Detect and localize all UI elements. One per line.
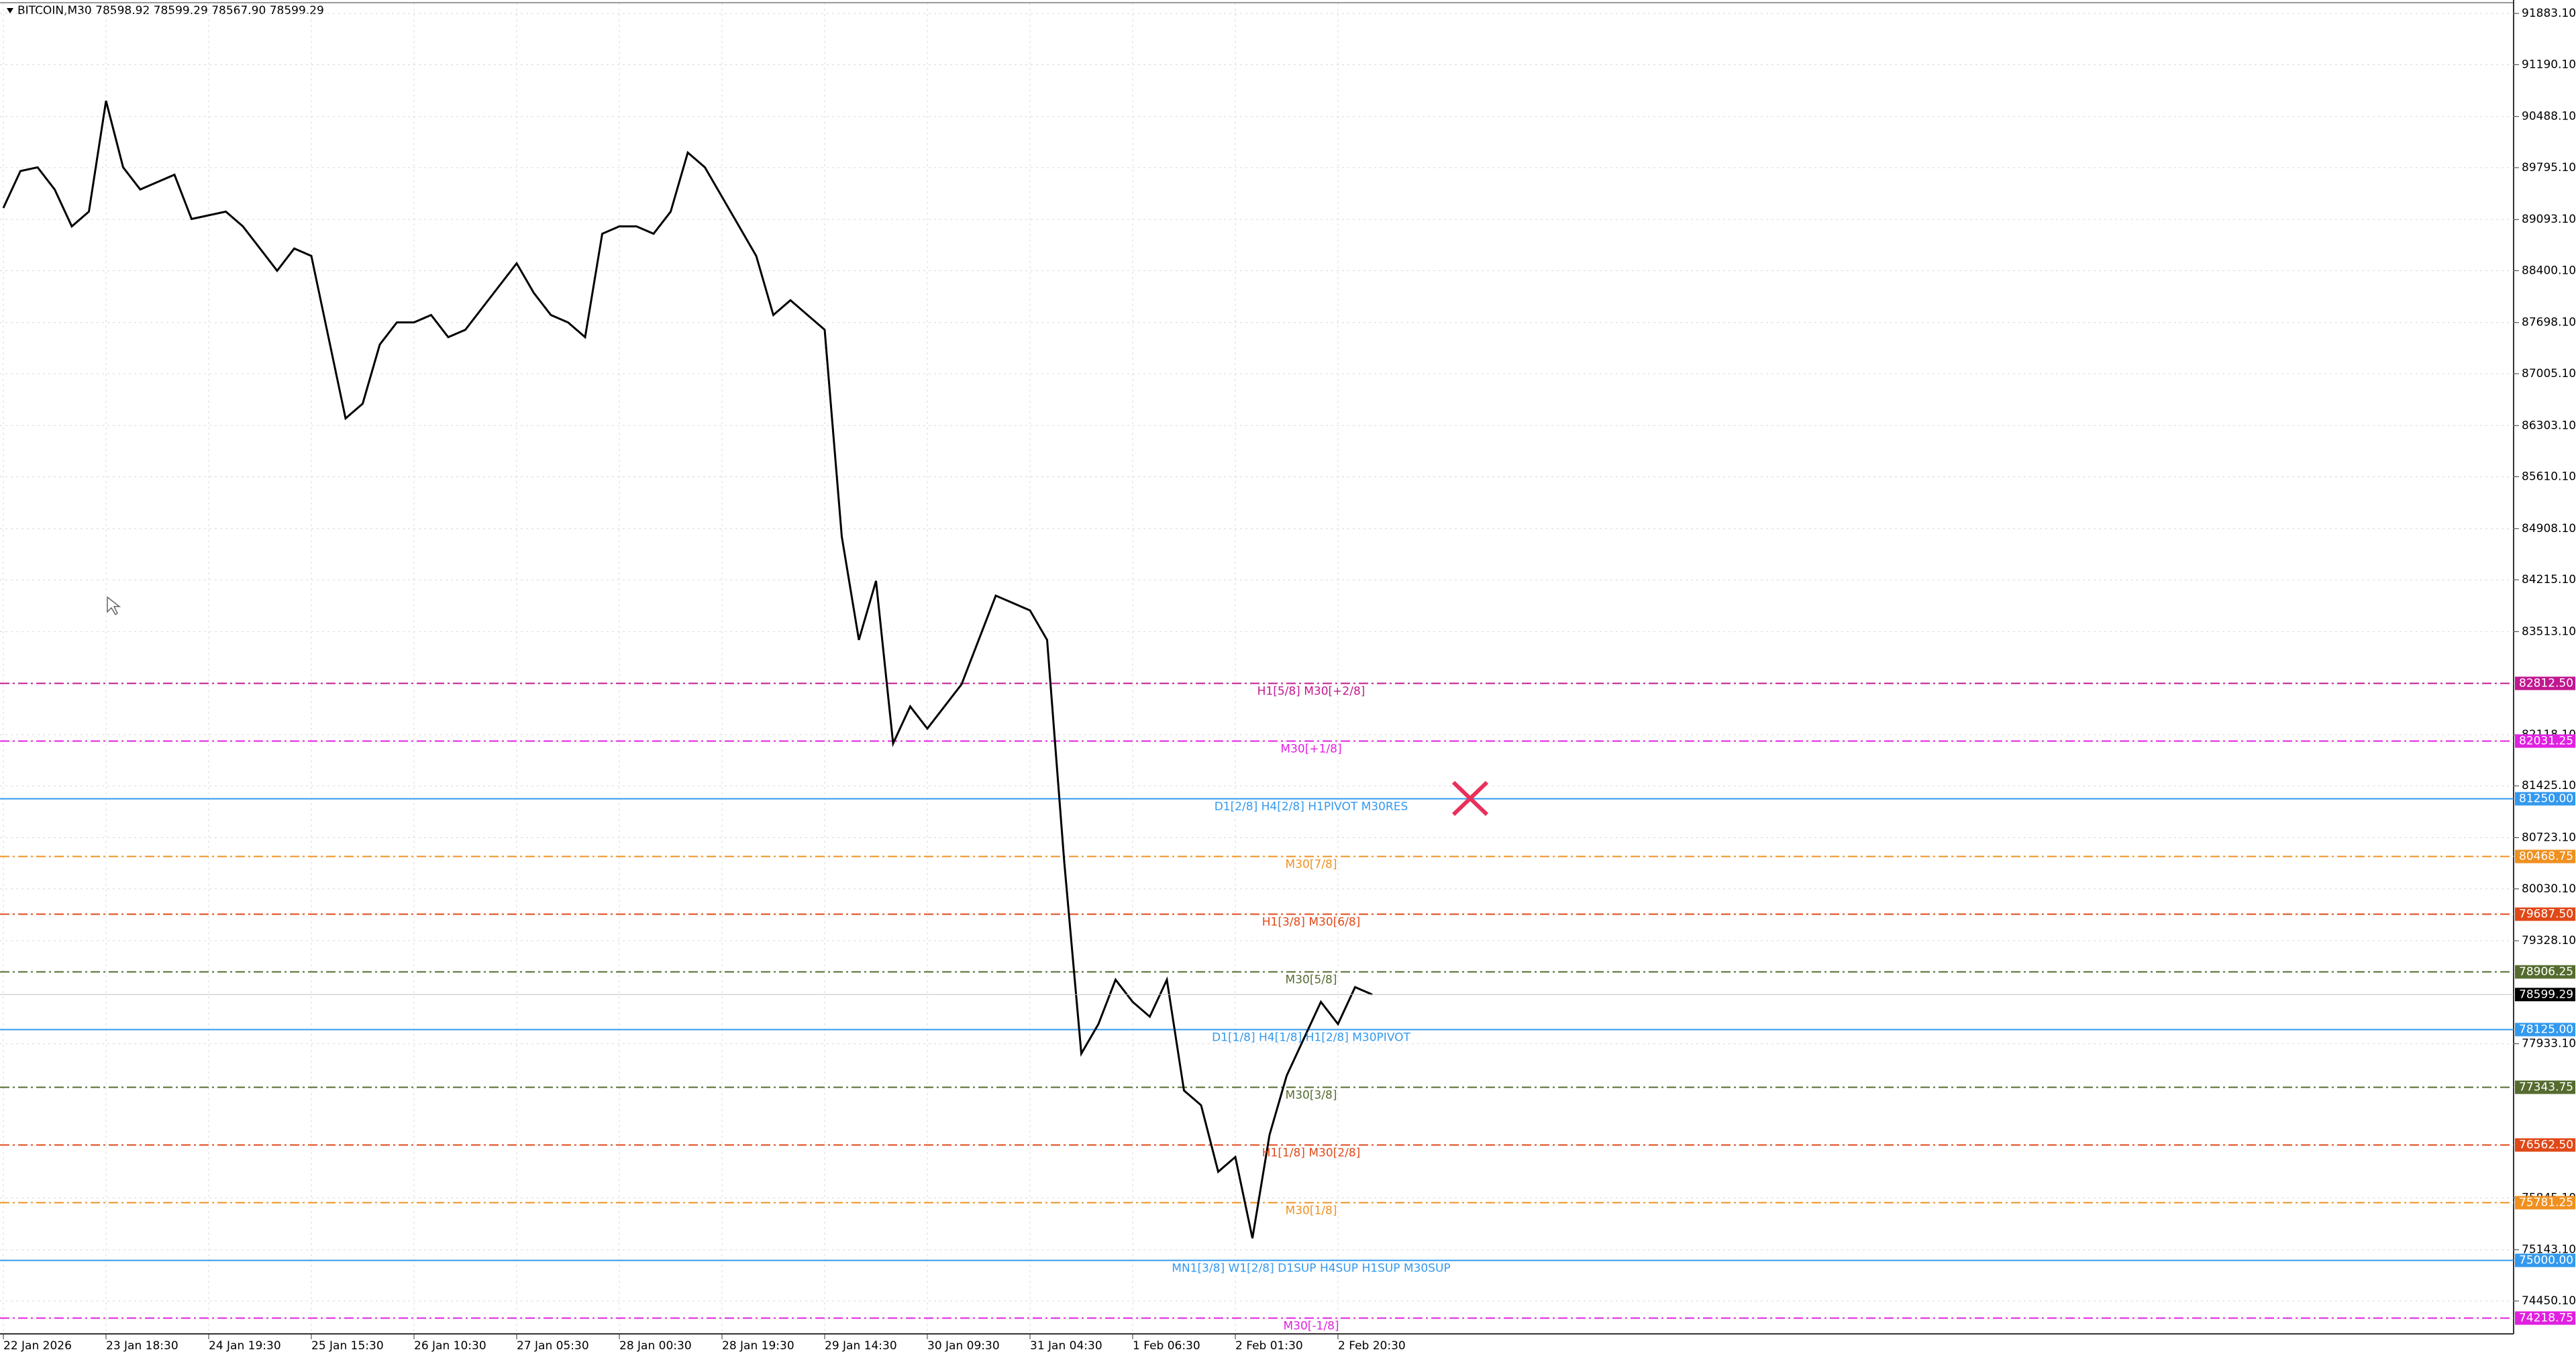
level-price-label: 82031.25 <box>2519 735 2573 748</box>
x-tick-label: 25 Jan 15:30 <box>311 1339 384 1353</box>
y-tick-label: 80723.10 <box>2522 831 2576 845</box>
y-tick-label: 84215.10 <box>2522 573 2576 586</box>
price-line <box>2 100 1373 1239</box>
level-label: M30[3/8] <box>1286 1088 1337 1102</box>
y-tick-label: 87698.10 <box>2522 316 2576 329</box>
level-label: M30[5/8] <box>1286 973 1337 986</box>
x-tick-label: 1 Feb 06:30 <box>1133 1339 1200 1353</box>
x-tick-label: 24 Jan 19:30 <box>209 1339 281 1353</box>
level-price-label: 77343.75 <box>2519 1080 2573 1094</box>
level-price-label: 78906.25 <box>2519 965 2573 978</box>
level-price-box <box>2515 1253 2575 1267</box>
close-x-line <box>1451 780 1489 817</box>
x-tick-label: 22 Jan 2026 <box>3 1339 72 1353</box>
y-tick-label: 83513.10 <box>2522 625 2576 638</box>
x-tick-label: 27 Jan 05:30 <box>517 1339 589 1353</box>
level-label: H1[3/8] M30[6/8] <box>1262 915 1361 929</box>
level-price-box <box>2515 1023 2575 1037</box>
x-tick-label: 2 Feb 20:30 <box>1338 1339 1406 1353</box>
y-tick-label: 91883.10 <box>2522 7 2576 20</box>
y-tick-label: 86303.10 <box>2522 419 2576 432</box>
menu-triangle[interactable] <box>7 8 13 13</box>
y-tick-label: 84908.10 <box>2522 522 2576 535</box>
y-tick-label: 87005.10 <box>2522 367 2576 380</box>
level-price-box <box>2515 792 2575 806</box>
y-tick-label: 74450.10 <box>2522 1294 2576 1308</box>
level-price-box <box>2515 1080 2575 1094</box>
level-label: D1[2/8] H4[2/8] H1PIVOT M30RES <box>1215 800 1408 814</box>
y-tick-label: 79328.10 <box>2522 934 2576 947</box>
level-price-label: 75000.00 <box>2519 1253 2573 1267</box>
level-label: D1[1/8] H4[1/8] H1[2/8] M30PIVOT <box>1212 1031 1410 1044</box>
level-price-label: 80468.75 <box>2519 850 2573 864</box>
mouse-cursor <box>107 596 121 616</box>
y-tick-label: 75143.10 <box>2522 1243 2576 1257</box>
y-tick-label: 88400.10 <box>2522 264 2576 277</box>
x-tick-label: 26 Jan 10:30 <box>414 1339 486 1353</box>
level-price-box <box>2515 907 2575 921</box>
level-price-label: 78125.00 <box>2519 1023 2573 1036</box>
level-price-label: 74218.75 <box>2519 1311 2573 1324</box>
x-tick-label: 2 Feb 01:30 <box>1235 1339 1303 1353</box>
level-price-label: 82812.50 <box>2519 677 2573 690</box>
level-price-label: 81250.00 <box>2519 792 2573 806</box>
current-price-box <box>2515 988 2575 1002</box>
level-price-label: 76562.50 <box>2519 1138 2573 1151</box>
level-price-box <box>2515 734 2575 748</box>
y-tick-label: 91190.10 <box>2522 58 2576 71</box>
x-tick-label: 28 Jan 00:30 <box>619 1339 692 1353</box>
x-tick-label: 28 Jan 19:30 <box>722 1339 794 1353</box>
y-tick-label: 77933.10 <box>2522 1037 2576 1051</box>
level-label: M30[1/8] <box>1286 1204 1337 1217</box>
y-tick-label: 90488.10 <box>2522 110 2576 123</box>
level-price-label: 79687.50 <box>2519 907 2573 921</box>
level-label: H1[1/8] M30[2/8] <box>1262 1146 1361 1159</box>
y-tick-label: 85610.10 <box>2522 470 2576 484</box>
x-tick-label: 29 Jan 14:30 <box>825 1339 897 1353</box>
y-tick-label: 89795.10 <box>2522 161 2576 174</box>
level-label: H1[5/8] M30[+2/8] <box>1257 685 1366 698</box>
x-tick-label: 30 Jan 09:30 <box>927 1339 1000 1353</box>
level-price-box <box>2515 1311 2575 1325</box>
y-tick-label: 89093.10 <box>2522 213 2576 226</box>
y-tick-label: 80030.10 <box>2522 882 2576 896</box>
level-label: M30[7/8] <box>1286 858 1337 872</box>
current-price-label: 78599.29 <box>2519 988 2573 1001</box>
x-tick-label: 23 Jan 18:30 <box>106 1339 178 1353</box>
level-price-box <box>2515 676 2575 690</box>
level-price-box <box>2515 1138 2575 1152</box>
level-label: MN1[3/8] W1[2/8] D1SUP H4SUP H1SUP M30SU… <box>1172 1261 1450 1275</box>
level-price-box <box>2515 1196 2575 1210</box>
x-tick-label: 31 Jan 04:30 <box>1030 1339 1102 1353</box>
level-price-box <box>2515 965 2575 979</box>
y-tick-label: 81425.10 <box>2522 779 2576 792</box>
level-label: M30[+1/8] <box>1280 743 1341 756</box>
level-price-box <box>2515 849 2575 864</box>
level-price-label: 75781.25 <box>2519 1196 2573 1209</box>
chart-title: BITCOIN,M30 78598.92 78599.29 78567.90 7… <box>17 4 324 17</box>
close-marker[interactable] <box>1451 780 1489 817</box>
level-label: M30[-1/8] <box>1283 1319 1339 1333</box>
